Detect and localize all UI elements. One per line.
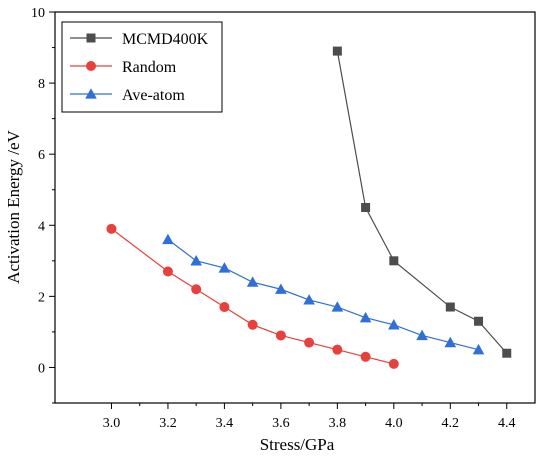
data-point xyxy=(86,33,96,43)
data-point xyxy=(388,358,399,369)
data-point xyxy=(191,284,202,295)
data-point xyxy=(332,344,343,355)
data-point xyxy=(360,351,371,362)
data-point xyxy=(247,319,258,330)
series-line xyxy=(167,239,479,351)
data-point xyxy=(304,337,315,348)
data-point xyxy=(474,316,484,326)
data-point xyxy=(388,319,400,330)
x-tick-label: 3.6 xyxy=(272,416,290,431)
series-random xyxy=(106,223,399,369)
plot-border xyxy=(54,11,536,404)
data-point xyxy=(85,88,97,99)
data-point xyxy=(86,61,96,71)
x-tick-label: 3.2 xyxy=(159,416,177,431)
data-point xyxy=(416,329,428,341)
data-point xyxy=(162,233,174,245)
x-tick-label: 3.4 xyxy=(216,416,234,431)
series-mcmd400k xyxy=(332,46,512,358)
plot-area xyxy=(54,11,536,404)
x-axis-label: Stress/GPa xyxy=(260,435,335,454)
data-point xyxy=(106,223,117,234)
x-tick-label: 3.0 xyxy=(103,416,121,431)
data-point xyxy=(359,311,372,323)
data-point xyxy=(190,255,202,266)
data-point xyxy=(275,283,287,294)
y-tick-label: 2 xyxy=(38,290,45,305)
y-tick-label: 4 xyxy=(38,219,45,234)
series-group xyxy=(106,46,512,369)
legend-label: Random xyxy=(122,59,177,76)
legend-item: Random xyxy=(70,59,177,76)
data-point xyxy=(472,343,485,355)
data-point xyxy=(332,46,342,56)
legend-label: Ave-atom xyxy=(122,87,185,104)
series-ave-atom xyxy=(162,233,485,355)
y-tick-label: 0 xyxy=(38,361,45,376)
series-line xyxy=(336,50,508,354)
legend-item: MCMD400K xyxy=(70,31,209,48)
data-point xyxy=(361,203,371,212)
x-tick-label: 4.0 xyxy=(385,416,403,431)
data-point xyxy=(444,336,457,348)
data-point xyxy=(445,302,455,312)
x-tick-label: 4.4 xyxy=(498,416,516,431)
x-tick-label: 4.2 xyxy=(442,416,460,431)
axis-ticks: 3.0 3.2 3.4 3.6 3.8 4.0 4.2 4.4 0 2 4 6 8 10 xyxy=(31,6,516,431)
data-point xyxy=(389,256,399,266)
data-point xyxy=(331,301,344,312)
y-axis-label: Activation Energy /eV xyxy=(4,129,23,283)
data-point xyxy=(162,266,173,277)
data-point xyxy=(303,294,315,305)
legend: MCMD400K Random Ave-atom xyxy=(61,21,223,113)
y-tick-label: 8 xyxy=(38,77,45,92)
y-tick-label: 10 xyxy=(31,6,45,21)
data-point xyxy=(246,276,259,287)
data-point xyxy=(219,302,230,313)
x-tick-label: 3.8 xyxy=(329,416,347,431)
data-point xyxy=(218,262,231,273)
y-tick-label: 6 xyxy=(38,148,45,163)
data-point xyxy=(275,330,286,341)
legend-item: Ave-atom xyxy=(70,87,185,104)
data-point xyxy=(502,348,512,358)
legend-label: MCMD400K xyxy=(122,31,209,48)
series-line xyxy=(111,228,394,365)
